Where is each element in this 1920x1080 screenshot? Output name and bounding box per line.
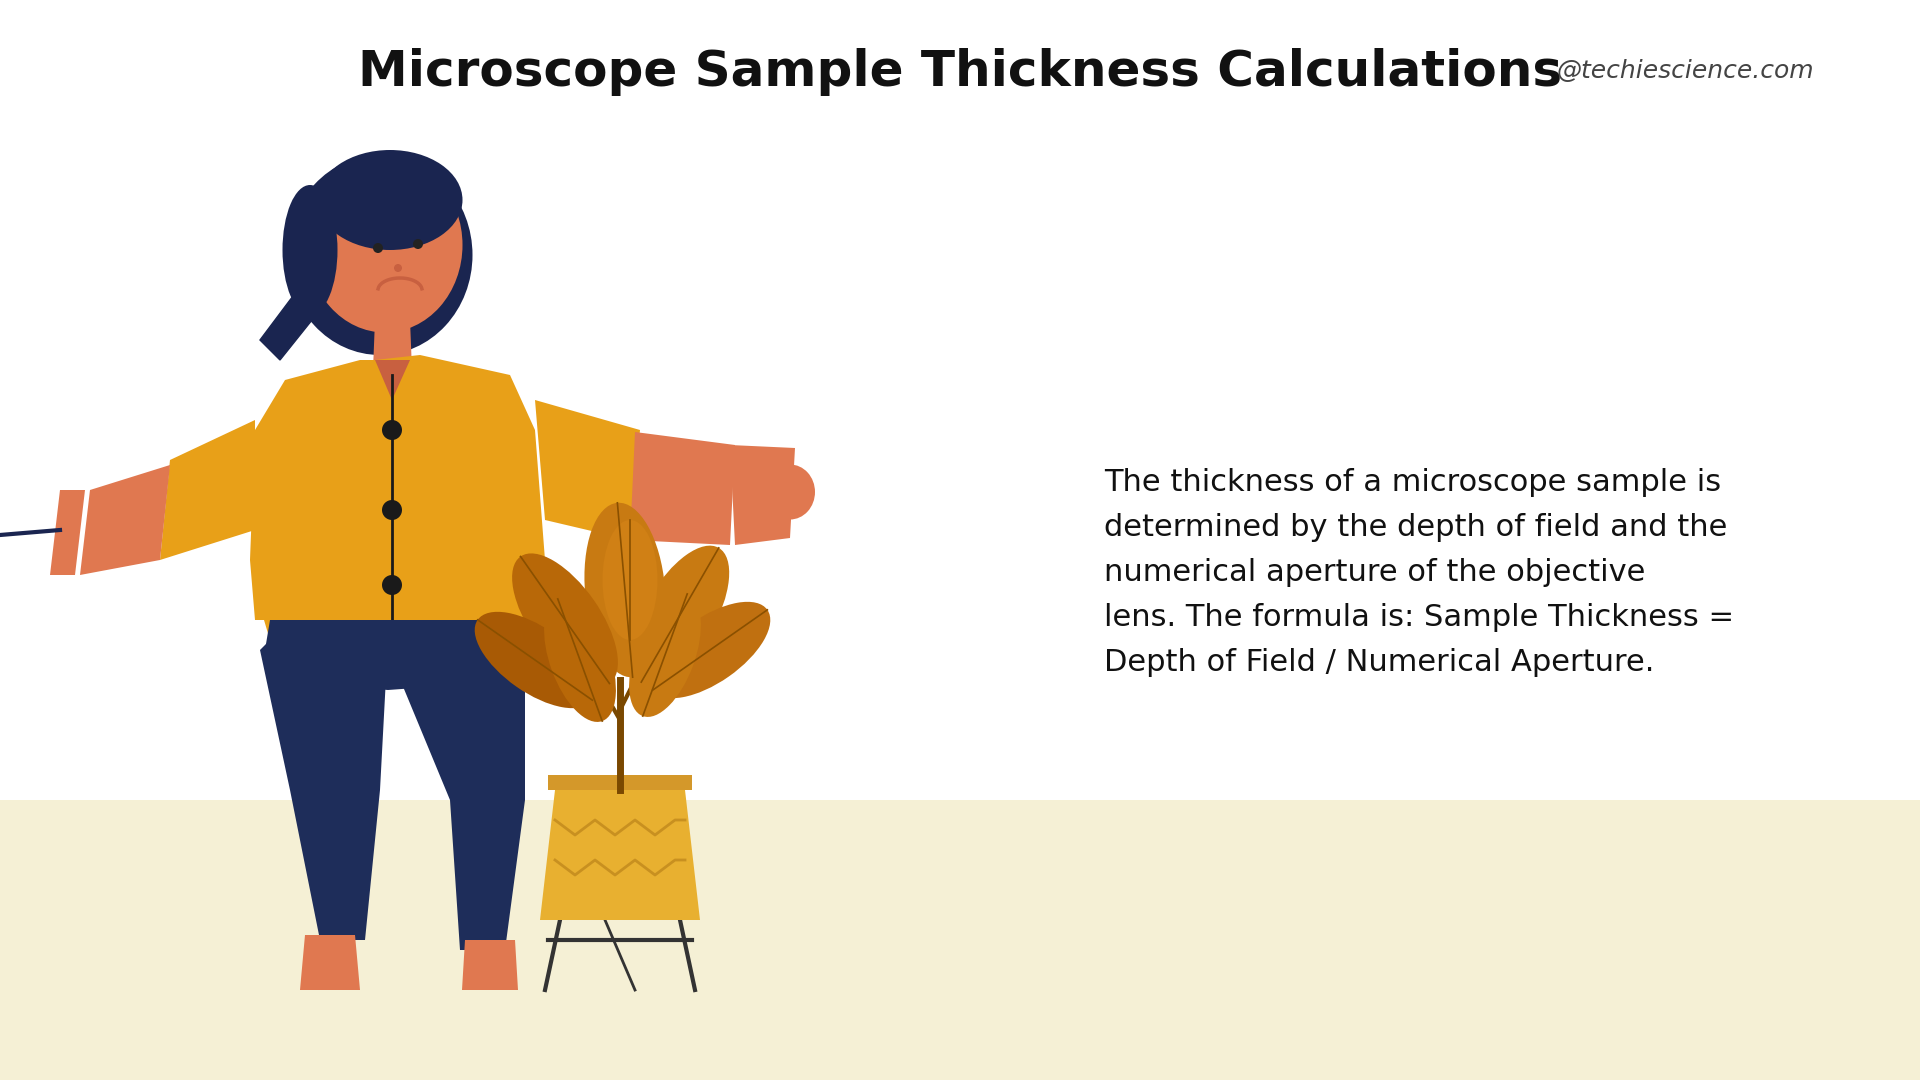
Circle shape	[413, 239, 422, 249]
Ellipse shape	[630, 593, 701, 717]
Polygon shape	[374, 360, 411, 400]
Polygon shape	[547, 775, 691, 789]
Polygon shape	[536, 400, 639, 540]
Ellipse shape	[632, 545, 730, 685]
Ellipse shape	[543, 598, 616, 721]
Polygon shape	[730, 445, 795, 545]
Polygon shape	[0, 800, 1920, 1080]
Ellipse shape	[307, 158, 463, 333]
Polygon shape	[300, 935, 361, 990]
Polygon shape	[259, 640, 388, 940]
Polygon shape	[540, 789, 701, 920]
Ellipse shape	[649, 602, 770, 698]
Circle shape	[394, 264, 401, 272]
Polygon shape	[372, 320, 413, 370]
Ellipse shape	[764, 464, 814, 519]
Polygon shape	[50, 490, 84, 575]
Ellipse shape	[317, 150, 463, 249]
Polygon shape	[388, 640, 524, 950]
Ellipse shape	[603, 519, 657, 640]
Ellipse shape	[584, 503, 666, 677]
Polygon shape	[250, 355, 545, 620]
Circle shape	[382, 420, 401, 440]
Polygon shape	[255, 561, 536, 660]
Text: The thickness of a microscope sample is
determined by the depth of field and the: The thickness of a microscope sample is …	[1104, 468, 1734, 677]
Ellipse shape	[513, 553, 618, 687]
Ellipse shape	[288, 156, 472, 355]
Polygon shape	[81, 465, 171, 575]
Polygon shape	[159, 420, 255, 561]
Ellipse shape	[474, 612, 595, 708]
Circle shape	[382, 500, 401, 519]
Text: Microscope Sample Thickness Calculations: Microscope Sample Thickness Calculations	[357, 48, 1563, 96]
Circle shape	[372, 243, 382, 253]
Polygon shape	[259, 280, 321, 360]
Circle shape	[382, 575, 401, 595]
Polygon shape	[630, 432, 735, 545]
Polygon shape	[271, 640, 524, 690]
Polygon shape	[265, 620, 530, 650]
Ellipse shape	[282, 185, 338, 315]
Text: @techiescience.com: @techiescience.com	[1557, 59, 1814, 83]
Polygon shape	[463, 940, 518, 990]
